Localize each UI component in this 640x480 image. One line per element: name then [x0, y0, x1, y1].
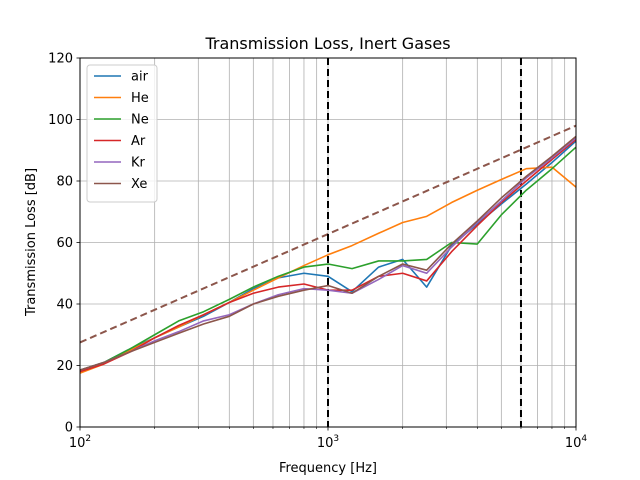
- y-tick-label: 0: [65, 421, 73, 436]
- x-tick-label-exponent: 4: [581, 434, 587, 444]
- legend-label-ne: Ne: [131, 113, 149, 128]
- legend: air He Ne Ar Kr Xe: [86, 64, 158, 203]
- series-line-xe: [79, 135, 577, 371]
- legend-label-air: air: [131, 70, 149, 85]
- legend-label-xe: Xe: [131, 177, 147, 192]
- x-tick-label-base: 10: [69, 436, 86, 451]
- x-tick-label: 102: [69, 434, 91, 451]
- legend-box: [86, 64, 158, 203]
- reference-lines: [79, 58, 577, 427]
- y-axis-label: Transmission Loss [dB]: [24, 168, 39, 317]
- x-tick-label-base: 10: [565, 436, 582, 451]
- y-tick-label: 120: [48, 52, 73, 67]
- x-tick-label: 104: [565, 434, 588, 451]
- y-tick-label: 80: [56, 175, 73, 190]
- y-tick-label: 100: [48, 113, 73, 128]
- x-axis-label: Frequency [Hz]: [279, 461, 377, 476]
- series-line-ne: [79, 146, 577, 371]
- chart-title: Transmission Loss, Inert Gases: [204, 34, 450, 53]
- y-axis-ticks: 0 20 40 60 80 100 120: [48, 52, 80, 436]
- x-axis-ticks: 102 103 104: [69, 427, 588, 451]
- y-tick-label: 60: [56, 236, 73, 251]
- x-tick-label: 103: [317, 434, 339, 451]
- x-tick-label-exponent: 2: [85, 434, 91, 444]
- legend-label-ar: Ar: [131, 134, 146, 149]
- legend-label-he: He: [131, 91, 149, 106]
- series-line-kr: [79, 137, 577, 371]
- legend-label-kr: Kr: [131, 156, 146, 171]
- y-tick-label: 20: [56, 359, 73, 374]
- x-tick-label-base: 10: [317, 436, 334, 451]
- y-tick-label: 40: [56, 298, 73, 313]
- series-lines: [79, 135, 577, 374]
- x-tick-label-exponent: 3: [333, 434, 339, 444]
